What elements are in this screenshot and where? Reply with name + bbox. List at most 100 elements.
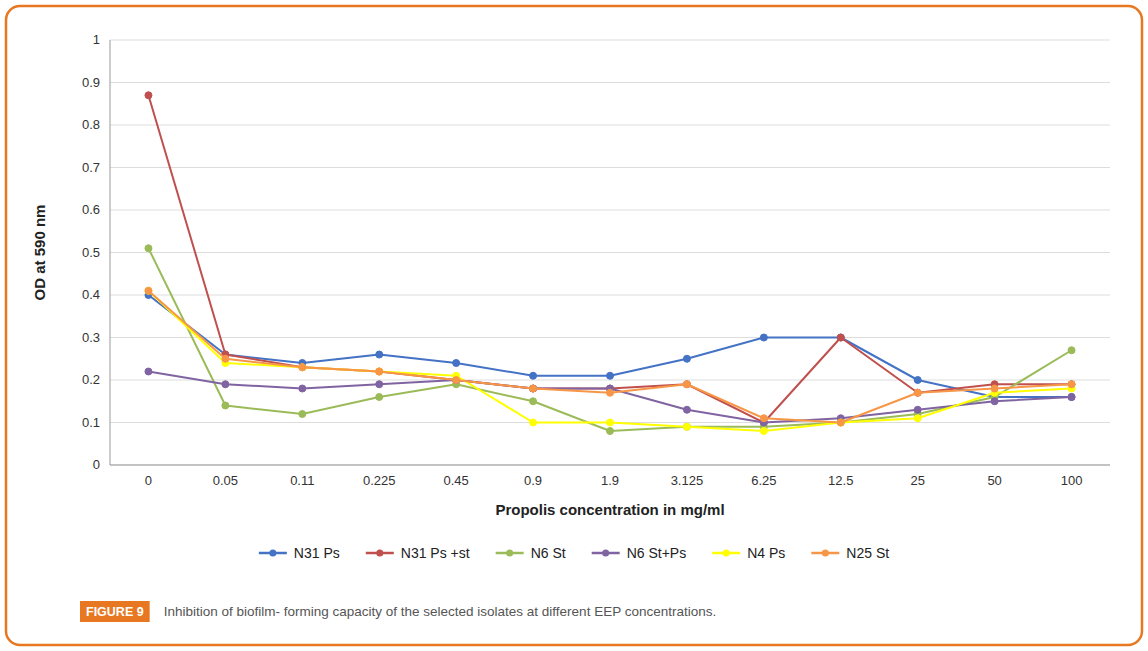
legend-item: N4 Ps [712, 545, 785, 561]
series-marker [991, 398, 998, 405]
series-marker [376, 368, 383, 375]
legend-item: N25 St [811, 545, 889, 561]
grid-line [110, 125, 1110, 126]
series-marker [222, 355, 229, 362]
y-tick-label: 0.8 [82, 117, 100, 132]
legend-label: N6 St [531, 545, 566, 561]
legend-swatch-marker [376, 550, 383, 557]
series-marker [453, 377, 460, 384]
series-marker [145, 287, 152, 294]
figure-label: FIGURE 9 [86, 605, 144, 619]
y-tick-label: 0.9 [82, 75, 100, 90]
y-tick-label: 1 [93, 32, 100, 47]
series-marker [530, 419, 537, 426]
legend-label: N6 St+Ps [627, 545, 687, 561]
series [145, 368, 1075, 426]
series-marker [837, 419, 844, 426]
series-marker [837, 334, 844, 341]
series-marker [607, 372, 614, 379]
series [145, 292, 1075, 401]
series-marker [1068, 381, 1075, 388]
series-marker [376, 394, 383, 401]
series-marker [145, 245, 152, 252]
series-marker [914, 389, 921, 396]
legend-swatch-marker [602, 550, 609, 557]
series-marker [453, 377, 460, 384]
series-marker [299, 411, 306, 418]
grid-line [110, 82, 1110, 83]
series-marker [453, 377, 460, 384]
y-tick-label: 0.6 [82, 202, 100, 217]
series-marker [683, 406, 690, 413]
x-tick-label: 6.25 [751, 473, 776, 488]
grid-line [110, 252, 1110, 253]
series-marker [145, 92, 152, 99]
series-marker [607, 428, 614, 435]
series-marker [299, 364, 306, 371]
series [145, 287, 1075, 426]
series-line [148, 95, 1071, 422]
series-marker [530, 385, 537, 392]
series-marker [683, 381, 690, 388]
series-marker [914, 389, 921, 396]
series-marker [530, 372, 537, 379]
grid [110, 40, 1110, 465]
series-line [148, 248, 1071, 431]
y-axis-label: OD at 590 nm [31, 205, 48, 301]
series-marker [1068, 394, 1075, 401]
x-axis-label: Propolis concentration in mg/ml [495, 501, 724, 518]
y-tick-label: 0.5 [82, 245, 100, 260]
series-marker [760, 428, 767, 435]
grid-line [110, 465, 1110, 466]
series-line [148, 372, 1071, 423]
series-marker [299, 385, 306, 392]
grid-line [110, 337, 1110, 338]
grid-line [110, 167, 1110, 168]
x-tick-label: 0.05 [213, 473, 238, 488]
series-marker [760, 334, 767, 341]
legend-item: N6 St [496, 545, 566, 561]
series-marker [607, 419, 614, 426]
series-marker [530, 385, 537, 392]
series-marker [1068, 394, 1075, 401]
legend-swatch-marker [269, 550, 276, 557]
legend-swatch-marker [822, 550, 829, 557]
series-marker [837, 334, 844, 341]
x-tick-label: 0.11 [290, 473, 314, 488]
series-marker [914, 377, 921, 384]
caption: Inhibition of biofilm- forming capacity … [164, 604, 717, 619]
series-marker [145, 287, 152, 294]
legend-label: N31 Ps [294, 545, 340, 561]
series-marker [299, 364, 306, 371]
grid-line [110, 210, 1110, 211]
series-line [148, 291, 1071, 423]
series-marker [683, 423, 690, 430]
y-tick-label: 0.7 [82, 160, 100, 175]
legend-swatch-marker [723, 550, 730, 557]
series-marker [1068, 381, 1075, 388]
series-marker [222, 402, 229, 409]
x-tick-label: 50 [987, 473, 1001, 488]
series-marker [1068, 347, 1075, 354]
series-marker [145, 368, 152, 375]
x-tick-label: 0.225 [363, 473, 396, 488]
series-marker [299, 364, 306, 371]
series-marker [376, 368, 383, 375]
series-marker [837, 419, 844, 426]
x-tick-label: 3.125 [671, 473, 704, 488]
legend-label: N31 Ps +st [401, 545, 470, 561]
series-marker [760, 415, 767, 422]
series-marker [991, 385, 998, 392]
x-tick-label: 0.9 [524, 473, 542, 488]
legend-item: N6 St+Ps [592, 545, 687, 561]
y-axis-line [110, 40, 111, 465]
legend-label: N4 Ps [747, 545, 785, 561]
figure-badge: FIGURE 9 [80, 601, 150, 622]
y-tick-label: 0.3 [82, 330, 100, 345]
y-tick-label: 0.1 [82, 415, 100, 430]
series-marker [683, 381, 690, 388]
x-axis-line [110, 465, 1110, 466]
series-marker [376, 368, 383, 375]
grid-line [110, 40, 1110, 41]
series-marker [530, 398, 537, 405]
